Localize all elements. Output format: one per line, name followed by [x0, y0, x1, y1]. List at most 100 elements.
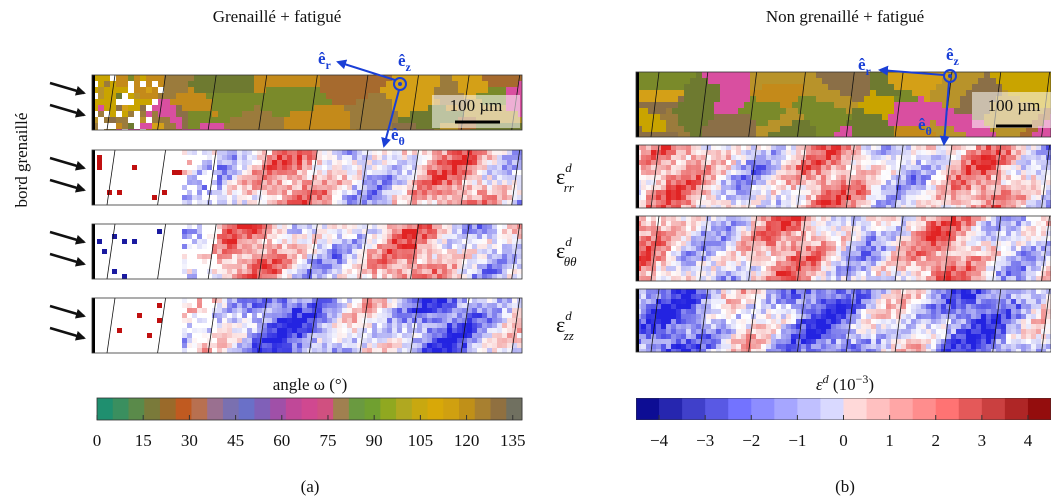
strain-cell [337, 155, 342, 160]
grain-cell [906, 96, 912, 102]
strain-cell [167, 160, 172, 165]
grain-cell [816, 108, 822, 114]
strain-cell [407, 190, 412, 195]
grain-cell [948, 114, 954, 120]
strain-cell [122, 165, 127, 170]
strain-cell [432, 234, 437, 239]
strain-cell [497, 239, 502, 244]
grain-cell [846, 132, 852, 137]
grain-cell [804, 126, 810, 132]
strain-cell [387, 224, 392, 229]
strain-cell [147, 195, 152, 200]
strain-cell [277, 249, 282, 254]
strain-cell [497, 323, 502, 328]
strain-cell [232, 195, 237, 200]
grain-cell [362, 81, 368, 87]
strain-cell [367, 224, 372, 229]
strain-cell [277, 333, 282, 338]
strain-cell [412, 160, 417, 165]
strain-cell [262, 224, 267, 229]
strain-cell [771, 160, 776, 165]
grain-cell [888, 114, 894, 120]
grain-cell [344, 81, 350, 87]
strain-cell [327, 313, 332, 318]
strain-cell [347, 180, 352, 185]
grain-cell [1002, 78, 1008, 84]
strain-cell [507, 175, 512, 180]
strain-cell [287, 224, 292, 229]
strain-cell [432, 150, 437, 155]
strain-cell [97, 274, 102, 279]
grain-cell [338, 123, 344, 129]
grain-cell [936, 90, 942, 96]
strain-cell [307, 170, 312, 175]
strain-cell [856, 195, 861, 200]
strain-cell [287, 229, 292, 234]
strain-cell [192, 239, 197, 244]
strain-cell [147, 150, 152, 155]
strain-cell [507, 318, 512, 323]
strain-cell [841, 170, 846, 175]
strain-cell [437, 244, 442, 249]
strain-cell [317, 195, 322, 200]
strain-cell [497, 254, 502, 259]
strain-cell [252, 229, 257, 234]
grain-cell [314, 99, 320, 105]
strain-cell [666, 160, 671, 165]
strain-cell [731, 180, 736, 185]
strain-cell [337, 318, 342, 323]
strain-cell [781, 170, 786, 175]
strain-cell [342, 338, 347, 343]
strain-cell [362, 313, 367, 318]
strain-cell [816, 205, 821, 208]
strain-cell [302, 303, 307, 308]
strain-cell [297, 328, 302, 333]
strain-cell [132, 180, 137, 185]
strain-cell [217, 150, 222, 155]
strain-cell [387, 165, 392, 170]
strain-cell [497, 185, 502, 190]
strain-cell [197, 190, 202, 195]
strain-cell [482, 150, 487, 155]
strain-cell [282, 175, 287, 180]
grain-cell [972, 132, 978, 137]
grain-cell [482, 75, 488, 81]
grain-cell [290, 123, 296, 129]
strain-cell [102, 190, 107, 195]
grain-cell [1044, 132, 1050, 137]
strain-cell [292, 165, 297, 170]
strain-cell [302, 348, 307, 353]
strain-cell [147, 333, 152, 338]
grain-cell [954, 132, 960, 137]
grain-cell [798, 90, 804, 96]
grain-cell [260, 123, 266, 129]
strain-cell [836, 175, 841, 180]
strain-cell [202, 254, 207, 259]
strain-cell [317, 234, 322, 239]
strain-cell [482, 155, 487, 160]
strain-cell [656, 200, 661, 205]
grain-cell [768, 114, 774, 120]
grain-cell [248, 99, 254, 105]
strain-cell [512, 323, 517, 328]
grain-cell [816, 96, 822, 102]
grain-cell [260, 81, 266, 87]
strain-cell [457, 323, 462, 328]
strain-cell [222, 234, 227, 239]
grain-cell [332, 87, 338, 93]
grain-cell [140, 81, 146, 87]
strain-cell [467, 254, 472, 259]
grain-cell [816, 132, 822, 137]
grain-cell [194, 93, 200, 99]
strain-cell [127, 328, 132, 333]
strain-cell [497, 259, 502, 264]
strain-cell [97, 298, 102, 303]
strain-cell [172, 155, 177, 160]
strain-cell [497, 328, 502, 333]
strain-cell [292, 323, 297, 328]
strain-cell [791, 160, 796, 165]
strain-cell [147, 318, 152, 323]
strain-cell [342, 150, 347, 155]
strain-cell [167, 313, 172, 318]
grain-cell [780, 132, 786, 137]
